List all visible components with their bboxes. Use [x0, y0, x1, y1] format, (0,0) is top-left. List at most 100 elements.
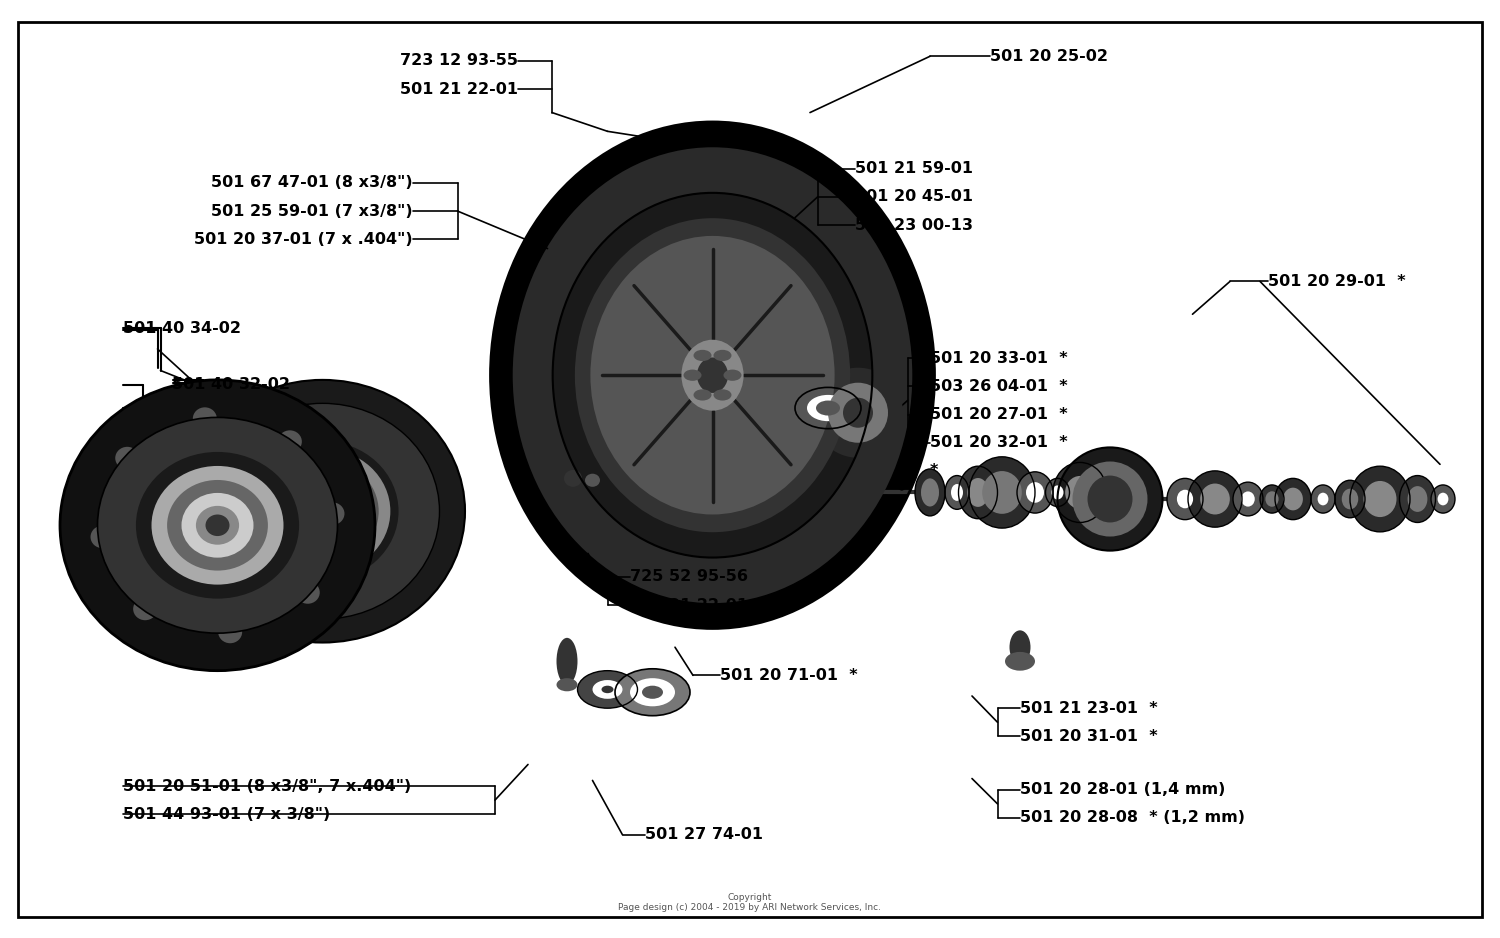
Ellipse shape [496, 381, 502, 388]
Ellipse shape [585, 187, 591, 194]
Text: 501 20 37-01 (7 x .404"): 501 20 37-01 (7 x .404") [194, 232, 412, 247]
Ellipse shape [800, 581, 807, 588]
Ellipse shape [753, 144, 760, 152]
Ellipse shape [818, 581, 825, 588]
Ellipse shape [705, 129, 712, 136]
Ellipse shape [969, 457, 1035, 528]
Ellipse shape [638, 142, 645, 149]
Ellipse shape [688, 603, 696, 611]
Ellipse shape [915, 469, 945, 516]
Ellipse shape [693, 350, 711, 361]
Ellipse shape [496, 362, 502, 370]
Ellipse shape [968, 478, 988, 507]
Ellipse shape [560, 531, 567, 538]
Ellipse shape [921, 478, 939, 507]
Ellipse shape [608, 585, 615, 593]
Ellipse shape [862, 524, 870, 532]
Ellipse shape [705, 604, 712, 612]
Ellipse shape [914, 371, 921, 379]
Ellipse shape [912, 390, 920, 398]
Ellipse shape [722, 614, 729, 622]
Ellipse shape [951, 484, 963, 501]
Ellipse shape [922, 371, 928, 379]
Ellipse shape [916, 314, 922, 322]
Text: 501 21 22-01: 501 21 22-01 [399, 82, 518, 97]
Ellipse shape [1058, 447, 1162, 551]
Ellipse shape [267, 460, 378, 563]
Ellipse shape [532, 508, 540, 516]
Ellipse shape [585, 556, 591, 564]
Text: 501 40 32-02: 501 40 32-02 [172, 377, 291, 392]
Ellipse shape [705, 614, 712, 622]
Ellipse shape [654, 136, 662, 144]
Text: 501 20 33-01  *: 501 20 33-01 * [930, 351, 1068, 366]
Ellipse shape [278, 431, 302, 453]
Ellipse shape [882, 249, 890, 256]
Text: 501 20 28-01 (1,4 mm): 501 20 28-01 (1,4 mm) [1020, 782, 1226, 797]
Ellipse shape [543, 219, 550, 227]
Ellipse shape [622, 149, 630, 157]
Ellipse shape [722, 139, 729, 146]
Text: 501 20 31-01  *: 501 20 31-01 * [1020, 729, 1158, 744]
Ellipse shape [921, 352, 928, 359]
Ellipse shape [813, 368, 903, 458]
Ellipse shape [802, 590, 810, 598]
Ellipse shape [880, 227, 888, 234]
Ellipse shape [500, 324, 507, 331]
Ellipse shape [898, 483, 906, 491]
Ellipse shape [891, 478, 897, 486]
Ellipse shape [771, 604, 778, 612]
Ellipse shape [509, 417, 516, 425]
Ellipse shape [206, 515, 230, 537]
Ellipse shape [813, 571, 820, 579]
Ellipse shape [246, 441, 399, 582]
Ellipse shape [282, 474, 363, 549]
Ellipse shape [309, 498, 336, 524]
Ellipse shape [770, 149, 776, 157]
Ellipse shape [585, 474, 600, 487]
Ellipse shape [566, 191, 573, 199]
Ellipse shape [134, 598, 158, 620]
Ellipse shape [504, 305, 512, 312]
Ellipse shape [510, 286, 516, 294]
Ellipse shape [672, 600, 680, 608]
Ellipse shape [509, 325, 516, 333]
Ellipse shape [870, 531, 877, 538]
Ellipse shape [1088, 476, 1132, 522]
Ellipse shape [698, 357, 728, 393]
Ellipse shape [736, 141, 744, 148]
Ellipse shape [903, 445, 910, 452]
Ellipse shape [958, 466, 998, 519]
Ellipse shape [578, 671, 638, 708]
Ellipse shape [513, 147, 912, 603]
Ellipse shape [788, 598, 795, 605]
Ellipse shape [498, 401, 504, 408]
Text: 501 20 25-02: 501 20 25-02 [990, 49, 1108, 64]
Ellipse shape [1026, 482, 1044, 503]
Text: 501 67 47-01 (8 x3/8"): 501 67 47-01 (8 x3/8") [211, 175, 412, 190]
Ellipse shape [910, 408, 918, 416]
Ellipse shape [500, 419, 507, 427]
Ellipse shape [1178, 490, 1192, 508]
Ellipse shape [858, 545, 865, 552]
Ellipse shape [681, 340, 744, 411]
Ellipse shape [1046, 478, 1070, 507]
Ellipse shape [516, 268, 524, 276]
Ellipse shape [880, 516, 888, 523]
Ellipse shape [1407, 486, 1428, 512]
Ellipse shape [592, 680, 622, 699]
Ellipse shape [532, 234, 540, 242]
Ellipse shape [572, 544, 579, 552]
Text: 503 23 00-13: 503 23 00-13 [855, 218, 974, 233]
Ellipse shape [843, 398, 873, 428]
Ellipse shape [615, 669, 690, 716]
Ellipse shape [784, 155, 792, 162]
Ellipse shape [922, 371, 928, 379]
Text: 501 20 71-01  *: 501 20 71-01 * [720, 668, 858, 683]
Text: 501 20 32-01  *: 501 20 32-01 * [930, 435, 1068, 450]
Text: 501 25 59-01 (7 x3/8"): 501 25 59-01 (7 x3/8") [211, 204, 412, 219]
Text: ARI-PartStream™: ARI-PartStream™ [612, 488, 768, 507]
Ellipse shape [873, 510, 880, 518]
Ellipse shape [684, 370, 702, 381]
Ellipse shape [556, 678, 578, 691]
